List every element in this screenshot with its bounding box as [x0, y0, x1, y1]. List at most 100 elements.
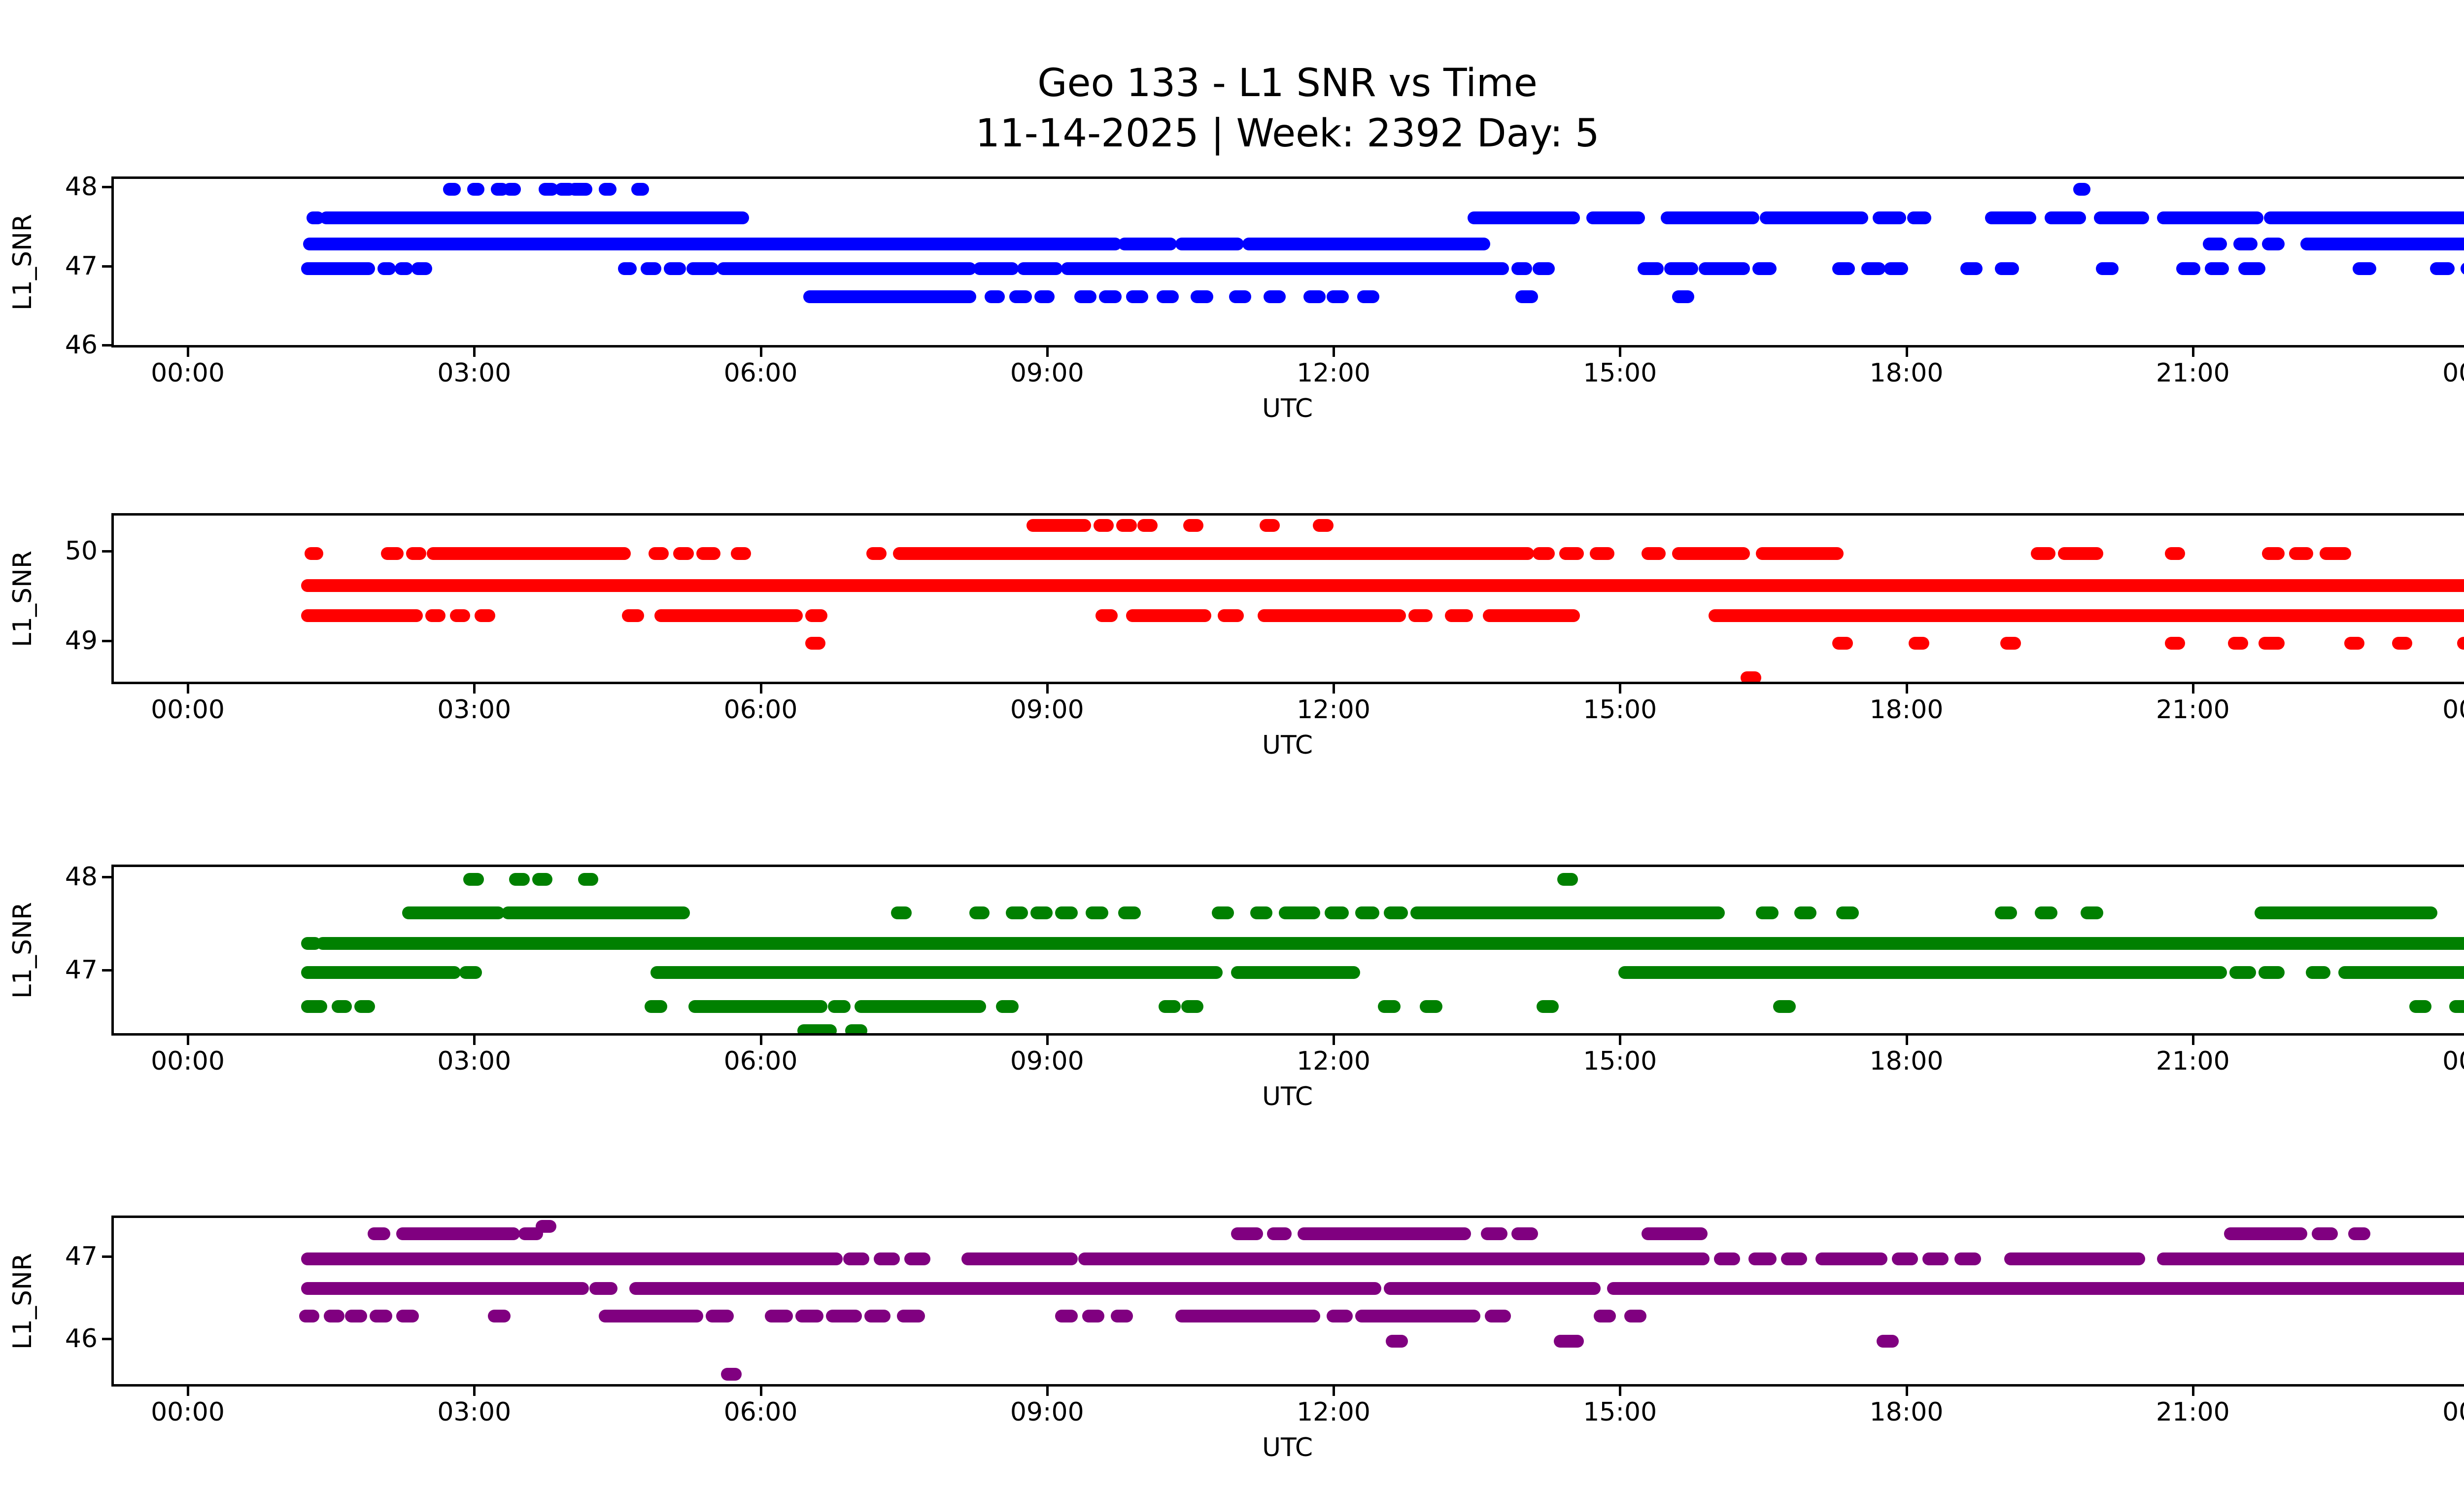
data-point-run	[1408, 609, 1433, 622]
data-point-run	[354, 1000, 375, 1013]
x-tick-label: 06:00	[723, 1046, 798, 1076]
data-point-run	[589, 1282, 617, 1295]
data-point-run	[663, 262, 686, 275]
data-point-run	[1099, 290, 1122, 304]
plot-area	[111, 865, 2464, 1036]
data-point-run	[1410, 906, 1725, 919]
x-tick-mark	[1905, 684, 1908, 694]
x-tick-mark	[1619, 684, 1622, 694]
x-tick-label: 12:00	[1297, 358, 1370, 388]
data-point-run	[1607, 1282, 2464, 1295]
y-tick-label: 47	[65, 251, 98, 281]
y-tick-mark	[102, 969, 111, 972]
data-point-run	[891, 906, 912, 919]
x-tick-mark	[1333, 348, 1335, 357]
x-tick-label: 12:00	[1297, 1397, 1370, 1427]
data-point-run	[795, 1309, 824, 1322]
data-point-run	[1027, 519, 1091, 532]
x-tick-label: 06:00	[723, 358, 798, 388]
data-point-run	[2348, 1227, 2370, 1240]
data-point-run	[2461, 262, 2464, 275]
data-point-run	[2094, 211, 2149, 224]
data-point-run	[1231, 1227, 1263, 1240]
data-point-run	[1095, 609, 1118, 622]
data-point-run	[301, 262, 375, 275]
data-point-run	[864, 1309, 890, 1322]
data-point-run	[301, 1252, 843, 1266]
x-tick-mark	[2191, 1387, 2194, 1396]
data-point-run	[650, 966, 1223, 979]
data-point-run	[2031, 547, 2055, 560]
x-tick-label: 00:00	[2442, 1046, 2464, 1076]
x-tick-label: 21:00	[2156, 358, 2230, 388]
data-point-run	[1110, 1309, 1133, 1322]
data-point-run	[2157, 211, 2263, 224]
data-point-run	[1660, 211, 1759, 224]
data-point-run	[629, 1282, 1381, 1295]
data-point-run	[1383, 906, 1408, 919]
data-point-run	[1515, 290, 1538, 304]
x-tick-mark	[1905, 1036, 1908, 1045]
data-point-run	[1355, 1309, 1481, 1322]
x-tick-label: 18:00	[1869, 695, 1944, 725]
data-point-run	[805, 637, 826, 650]
data-point-run	[396, 1227, 520, 1240]
data-point-run	[1263, 290, 1286, 304]
data-point-run	[828, 1000, 851, 1013]
data-point-run	[411, 262, 432, 275]
data-point-run	[2035, 906, 2057, 919]
data-point-run	[2264, 211, 2464, 224]
data-point-run	[475, 609, 495, 622]
x-tick-mark	[2191, 348, 2194, 357]
y-tick-mark	[102, 344, 111, 347]
x-tick-label: 15:00	[1583, 1397, 1657, 1427]
data-point-run	[866, 547, 887, 560]
data-point-run	[874, 1252, 900, 1266]
x-axis-label: UTC	[1262, 1433, 1313, 1462]
data-point-run	[1250, 906, 1272, 919]
data-point-run	[855, 1000, 986, 1013]
x-tick-label: 09:00	[1010, 1397, 1084, 1427]
data-point-run	[904, 1252, 931, 1266]
suptitle-line-2: 11-14-2025 | Week: 2392 Day: 5	[975, 111, 1600, 156]
x-tick-mark	[2191, 1036, 2194, 1045]
data-point-run	[1672, 290, 1695, 304]
data-point-run	[2176, 262, 2201, 275]
data-point-run	[299, 1309, 320, 1322]
x-tick-mark	[473, 348, 476, 357]
y-tick-label: 49	[65, 626, 98, 656]
data-point-run	[1815, 1252, 1887, 1266]
data-point-run	[1891, 1252, 1918, 1266]
data-point-run	[1324, 906, 1349, 919]
data-point-run	[688, 1000, 827, 1013]
data-point-run	[1909, 637, 1929, 650]
data-point-run	[2044, 211, 2086, 224]
data-point-run	[301, 579, 2464, 592]
data-point-run	[1559, 547, 1584, 560]
x-tick-label: 03:00	[437, 1046, 512, 1076]
data-point-run	[1259, 519, 1280, 532]
data-point-run	[1511, 262, 1532, 275]
data-point-run	[1618, 966, 2227, 979]
data-point-run	[805, 609, 827, 622]
data-point-run	[648, 547, 669, 560]
x-tick-label: 09:00	[1010, 1046, 1084, 1076]
data-point-run	[1533, 547, 1555, 560]
data-point-run	[1533, 262, 1555, 275]
x-tick-mark	[759, 684, 762, 694]
data-point-run	[1005, 906, 1028, 919]
data-point-run	[599, 1309, 704, 1322]
data-point-run	[2073, 182, 2091, 196]
data-point-run	[2344, 637, 2365, 650]
data-point-run	[1872, 211, 1907, 224]
data-point-run	[1708, 609, 2464, 622]
data-point-run	[1699, 262, 1750, 275]
data-point-run	[509, 872, 530, 886]
data-point-run	[1378, 1000, 1401, 1013]
data-point-run	[892, 547, 1534, 560]
data-point-run	[406, 547, 427, 560]
data-point-run	[641, 262, 661, 275]
data-point-run	[826, 1309, 862, 1322]
data-point-run	[2457, 637, 2464, 650]
data-point-run	[1118, 237, 1177, 250]
